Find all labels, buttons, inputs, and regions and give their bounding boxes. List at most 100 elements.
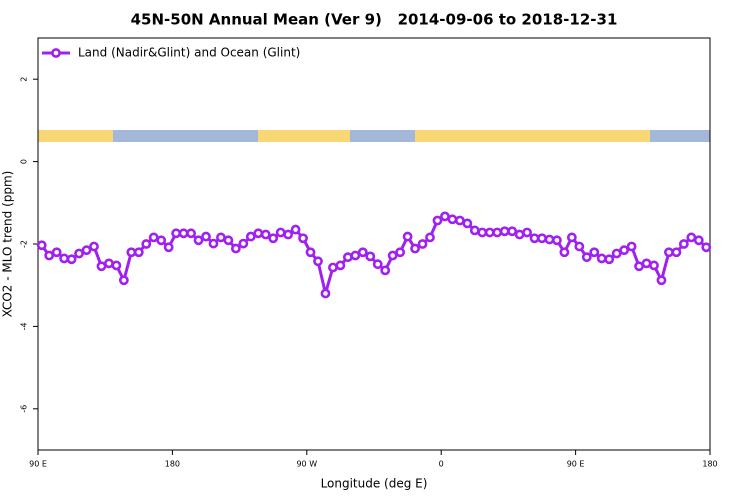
data-point [171,228,182,239]
data-point [417,239,428,249]
data-point [44,250,55,261]
data-point [559,247,570,258]
data-point [507,226,518,237]
x-tick-label: 180 [702,460,717,469]
data-point [686,232,697,243]
data-point [477,227,488,238]
data-point [320,288,331,299]
data-point [664,247,674,258]
data-point [469,225,480,236]
legend-label: Land (Nadir&Glint) and Ocean (Glint) [78,46,300,60]
map-strip [38,130,710,142]
data-point [484,227,495,238]
data-point [589,247,600,258]
data-point [81,245,92,256]
data-point [156,235,167,246]
data-point [260,229,271,240]
data-point [342,252,353,263]
data-point [641,258,652,269]
plot-frame [37,37,711,451]
data-point [335,260,346,271]
data-point [619,245,630,256]
data-point [283,229,294,240]
data-point [216,232,226,243]
data-point [372,259,383,270]
data-point [193,235,204,246]
y-axis-label: XCO2 - MLO trend (ppm) [1,171,15,318]
data-point [537,233,547,244]
data-point [74,248,84,259]
x-axis-label: Longitude (deg E) [321,477,428,491]
y-tick-label: -2 [20,240,29,248]
data-point [111,260,122,271]
data-point [313,256,323,267]
data-point [186,228,196,239]
legend-marker [51,48,61,58]
data-point [223,235,234,246]
data-point [552,235,562,246]
x-tick-label: 180 [165,460,180,469]
data-point [626,241,637,252]
data-point [454,215,465,226]
data-point [328,262,338,273]
data-point [126,247,137,258]
data-point [492,227,503,238]
data-point [141,239,152,249]
data-point [425,232,435,243]
data-point [178,228,189,239]
x-tick-label: 90 W [296,460,317,469]
data-point [208,238,219,249]
data-point [462,218,473,229]
data-point [566,232,577,243]
data-point [238,238,249,249]
data-point [522,227,532,238]
data-point [59,253,70,264]
data-point [544,234,555,245]
y-tick-label: 0 [20,159,29,164]
data-point [499,226,510,237]
data-point [268,233,279,244]
data-point [432,215,443,226]
data-point [410,243,420,254]
data-point [529,233,540,244]
data-point [596,253,607,264]
data-point [305,247,316,258]
data-point [104,258,114,269]
data-point [678,239,689,249]
data-point [36,240,47,251]
data-point [275,227,286,238]
data-point [380,265,391,276]
data-point [634,261,644,272]
data-point [604,254,615,265]
data-point [148,232,159,243]
data-point [245,231,256,242]
data-point [395,247,406,258]
data-point [574,241,585,252]
data-point [51,247,62,258]
data-point [365,251,376,262]
data-point [701,242,712,253]
data-point [96,261,107,272]
data-point [66,254,77,265]
x-tick-label: 90 E [567,460,585,469]
data-point [649,260,659,271]
data-point [447,214,458,225]
data-point [671,247,682,258]
data-point [581,252,592,263]
chart-title: 45N-50N Annual Mean (Ver 9) 2014-09-06 t… [131,11,618,29]
y-tick-label: -4 [20,322,29,330]
data-point [611,248,622,259]
data-point [693,235,704,246]
data-point [118,275,129,286]
data-point [387,250,398,261]
data-point [656,275,667,286]
data-point [298,233,308,244]
data-point [201,231,211,242]
data-point [357,247,368,258]
y-tick-label: -6 [20,405,29,413]
data-point [514,229,525,240]
x-tick-label: 0 [439,460,444,469]
data-point [402,231,413,242]
data-point [230,243,241,254]
